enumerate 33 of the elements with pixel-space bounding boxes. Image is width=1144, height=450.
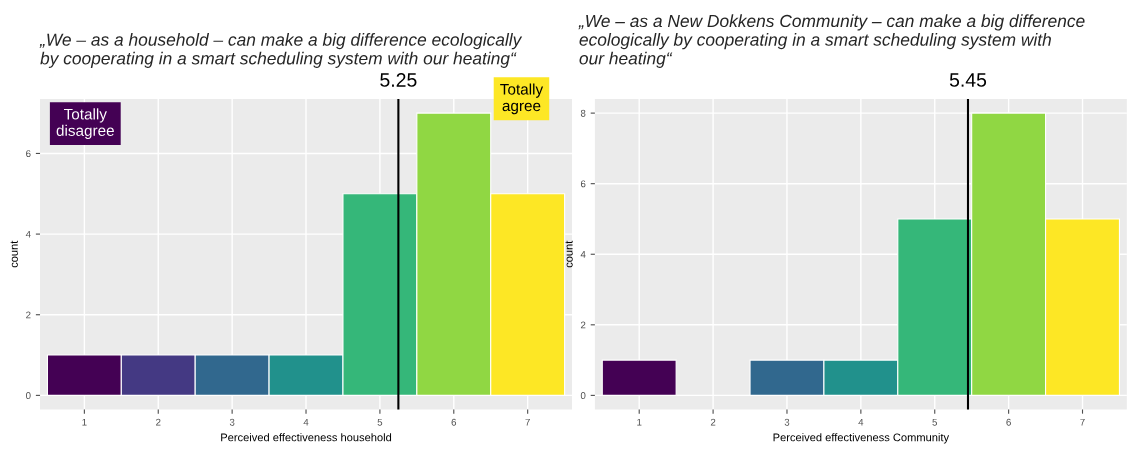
x-tick-label: 3 [784, 418, 790, 426]
x-tick-label: 6 [451, 418, 457, 426]
x-tick-label: 5 [932, 418, 938, 426]
y-tick-label: 6 [26, 150, 31, 158]
y-tick-label: 0 [25, 392, 31, 399]
x-tick-label: 6 [1006, 418, 1011, 426]
y-tick-label: 4 [25, 230, 31, 238]
ref-line-label: 5.45 [949, 73, 987, 87]
x-axis-title: Perceived effectiveness household [221, 433, 392, 442]
y-axis-title: count [10, 240, 18, 268]
x-tick-label: 1 [82, 418, 87, 426]
annotation: Totally agree [500, 83, 544, 115]
ref-line-label: 5.25 [380, 73, 417, 87]
x-tick-label: 4 [303, 418, 309, 426]
y-tick-label: 2 [580, 321, 586, 329]
y-tick-label: 2 [26, 311, 31, 319]
x-tick-label: 5 [377, 418, 383, 426]
y-axis-title: count [565, 240, 573, 268]
annotation: Totally disagree [56, 108, 114, 140]
x-tick-label: 2 [710, 418, 716, 426]
x-tick-label: 7 [1080, 418, 1085, 426]
chart-title: „We – as a New Dokkens Community – can make a big difference ecologically by cooperating in a smart scheduling system with our heating“ [578, 14, 1085, 68]
y-tick-label: 6 [580, 180, 586, 188]
chart-title: „We – as a household – can make a big difference ecologically by cooperating in a smart scheduling system with our heating“ [39, 33, 523, 68]
x-tick-label: 4 [858, 418, 864, 426]
y-tick-label: 0 [580, 392, 586, 399]
x-tick-label: 3 [229, 418, 235, 426]
y-tick-label: 8 [580, 109, 586, 117]
x-tick-label: 1 [637, 418, 642, 426]
x-tick-label: 2 [156, 418, 161, 426]
x-axis-title: Perceived effectiveness Community [773, 433, 950, 444]
x-tick-label: 7 [525, 418, 530, 426]
y-tick-label: 4 [580, 251, 586, 258]
